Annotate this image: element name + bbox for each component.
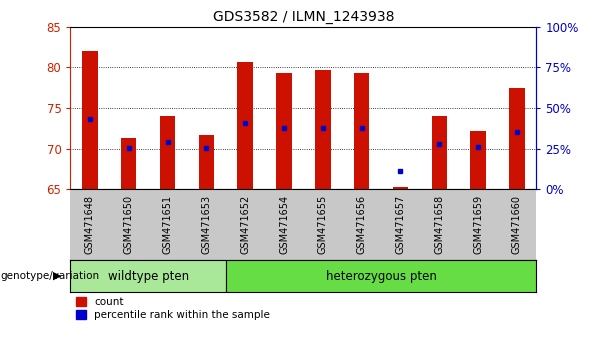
Text: ▶: ▶ <box>53 271 61 281</box>
Bar <box>354 73 370 189</box>
Text: heterozygous pten: heterozygous pten <box>326 270 436 282</box>
Legend: count, percentile rank within the sample: count, percentile rank within the sample <box>75 297 270 320</box>
Bar <box>276 73 292 189</box>
Text: GSM471660: GSM471660 <box>512 195 522 254</box>
Bar <box>226 260 536 292</box>
Bar <box>121 138 137 189</box>
Text: GSM471652: GSM471652 <box>240 195 250 254</box>
Text: GSM471655: GSM471655 <box>318 195 328 254</box>
Text: GSM471658: GSM471658 <box>435 195 444 254</box>
Bar <box>393 187 408 189</box>
Text: GSM471653: GSM471653 <box>202 195 211 254</box>
Bar <box>509 87 525 189</box>
Bar <box>199 135 214 189</box>
Bar <box>432 116 447 189</box>
Text: GSM471654: GSM471654 <box>279 195 289 254</box>
Text: GSM471659: GSM471659 <box>473 195 483 254</box>
Bar <box>82 51 97 189</box>
Bar <box>70 260 226 292</box>
Title: GDS3582 / ILMN_1243938: GDS3582 / ILMN_1243938 <box>213 10 394 24</box>
Text: genotype/variation: genotype/variation <box>0 271 99 281</box>
Text: GSM471650: GSM471650 <box>124 195 134 254</box>
Bar <box>315 70 330 189</box>
Bar <box>237 62 253 189</box>
Text: GSM471657: GSM471657 <box>395 195 405 254</box>
Bar <box>470 131 486 189</box>
Text: GSM471648: GSM471648 <box>85 195 95 254</box>
Text: GSM471651: GSM471651 <box>162 195 172 254</box>
Text: GSM471656: GSM471656 <box>357 195 367 254</box>
Text: wildtype pten: wildtype pten <box>107 270 189 282</box>
Bar <box>160 116 175 189</box>
